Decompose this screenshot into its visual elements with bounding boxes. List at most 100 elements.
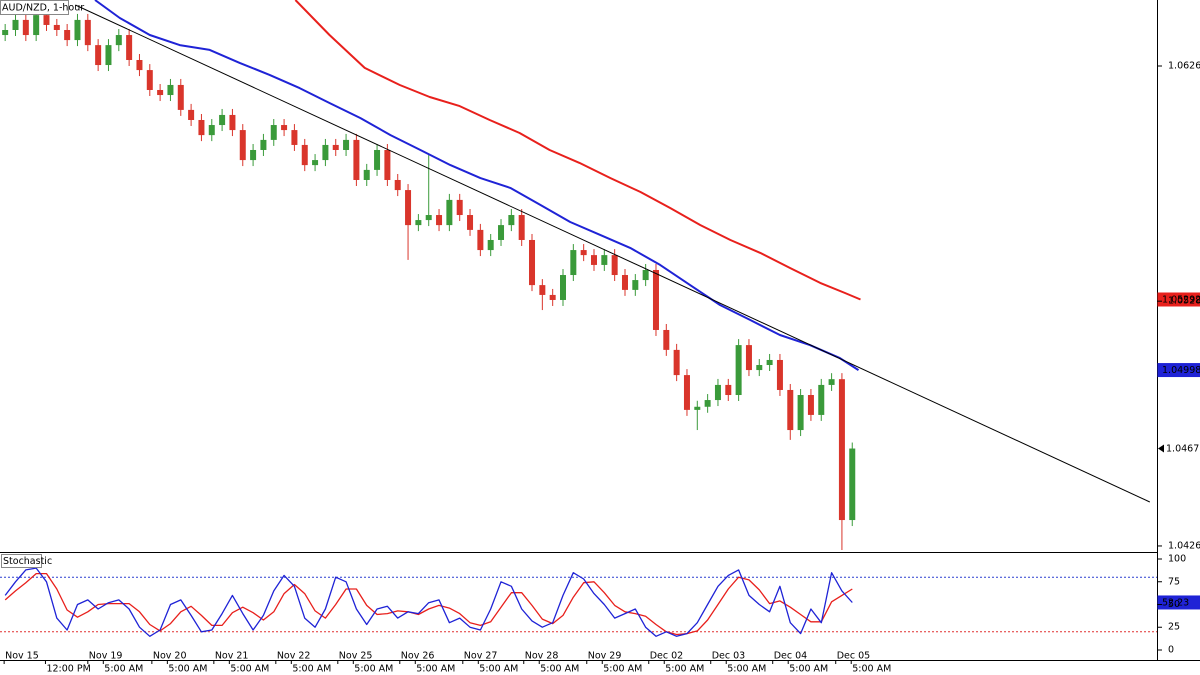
candle-body [818, 384, 825, 415]
x-tick-label: 5:00 AM [665, 664, 704, 675]
price-line [75, 4, 1151, 503]
candle-body [570, 250, 577, 276]
candle-body [683, 375, 690, 410]
candle-body [714, 384, 721, 401]
candle-body [332, 144, 339, 150]
candle-body [167, 84, 174, 96]
x-tick-label: Dec 04 [774, 651, 808, 662]
x-tick-label: Nov 20 [153, 651, 187, 662]
candle-body [22, 19, 29, 36]
candle-body [828, 379, 835, 385]
y-tick-label: 1.04265 [1168, 540, 1200, 551]
x-tick-label: Nov 27 [464, 651, 498, 662]
candle-body [43, 15, 50, 25]
candle-body [456, 199, 463, 216]
candle-body [53, 24, 60, 30]
candle-body [270, 125, 277, 140]
panel-title-box [1, 554, 42, 568]
candle-body [776, 359, 783, 390]
y-tick-label: 25 [1168, 622, 1180, 633]
candle-body [208, 125, 215, 136]
x-tick-label: 5:00 AM [479, 664, 518, 675]
x-tick-label: Nov 29 [588, 651, 622, 662]
candle-body [312, 160, 319, 166]
x-tick-label: Dec 02 [650, 651, 684, 662]
x-tick-label: Nov 28 [525, 651, 559, 662]
candle-body [745, 345, 752, 371]
x-tick-label: 5:00 AM [852, 664, 891, 675]
candle-body [126, 35, 133, 60]
candle-body [580, 250, 587, 256]
x-tick-label: 5:00 AM [540, 664, 579, 675]
x-tick-label: Nov 21 [215, 651, 249, 662]
x-tick-label: Nov 26 [401, 651, 435, 662]
candle-body [601, 255, 608, 265]
x-tick-label: Nov 25 [339, 651, 373, 662]
candle-body [146, 70, 153, 90]
candle-body [673, 349, 680, 376]
candle-body [425, 215, 432, 221]
candle-body [611, 255, 618, 276]
candle-body [405, 190, 412, 226]
x-tick-label: Dec 05 [837, 651, 871, 662]
stochastic-line [4, 572, 853, 636]
candle-body [2, 29, 9, 36]
y-tick-label: 75 [1168, 576, 1180, 587]
candle-body [353, 139, 360, 180]
candle-body [642, 269, 649, 281]
candle-body [291, 130, 298, 145]
x-tick-label: Nov 22 [277, 651, 311, 662]
x-tick-label: Nov 15 [5, 651, 39, 662]
candle-body [787, 389, 794, 431]
candle-body [529, 239, 536, 286]
candle-body [384, 149, 391, 180]
candle-body [560, 275, 567, 300]
candle-body [549, 294, 556, 300]
y-tick-label: 100 [1168, 554, 1186, 565]
candle-body [539, 285, 546, 295]
x-tick-label: 5:00 AM [168, 664, 207, 675]
candle-body [250, 149, 257, 161]
candle-body [95, 45, 102, 66]
candle-body [394, 179, 401, 191]
candle-body [64, 29, 71, 41]
candle-body [838, 379, 845, 521]
series-last-label: 1.05292 [1162, 294, 1200, 305]
candle-body [115, 35, 122, 46]
candle-body [663, 329, 670, 350]
candle-body [632, 280, 639, 290]
candle-body [766, 359, 773, 366]
candle-body [446, 199, 453, 226]
x-tick-label: 12:00 PM [46, 664, 90, 675]
price-line [94, 0, 860, 371]
x-tick-label: 5:00 AM [104, 664, 143, 675]
y-tick-label: 1.05285 [1168, 296, 1200, 307]
x-tick-label: Nov 19 [89, 651, 123, 662]
candle-body [239, 130, 246, 161]
candle-body [415, 220, 422, 226]
candle-body [807, 395, 814, 415]
y-tick-label: 1.06265 [1168, 60, 1200, 71]
x-tick-label: 5:00 AM [727, 664, 766, 675]
candle-body [652, 269, 659, 330]
stochastic-last-label-box [1157, 595, 1200, 610]
candle-body [157, 89, 164, 96]
candle-body [487, 239, 494, 251]
x-tick-label: 5:00 AM [292, 664, 331, 675]
plot-area [0, 0, 1157, 637]
x-tick-label: 5:00 AM [230, 664, 269, 675]
x-tick-label: 5:00 AM [416, 664, 455, 675]
chart-title: AUD/NZD, 1-hour [2, 3, 84, 14]
title-box [0, 0, 69, 15]
candle-body [74, 19, 81, 41]
candle-body [704, 400, 711, 407]
candle-body [198, 119, 205, 136]
overlay: 1.04998 1.05292 1.04671 AUD/NZD, 1-hour 52.2… [0, 0, 1200, 610]
candle-body [363, 169, 370, 180]
candle-body [756, 365, 763, 371]
panel-title: Stochastic [3, 556, 52, 567]
last-price-box [1165, 442, 1200, 456]
candle-body [374, 149, 381, 170]
x-tick-label: Dec 03 [712, 651, 746, 662]
